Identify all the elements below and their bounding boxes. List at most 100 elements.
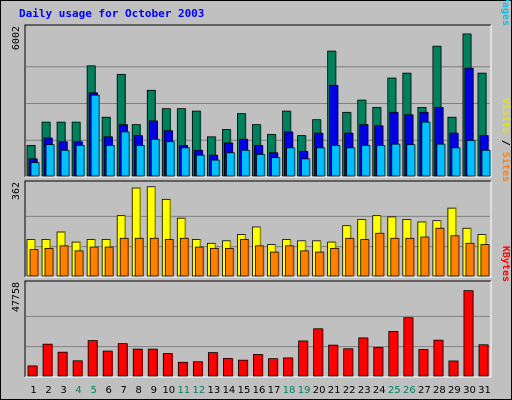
series-label-separator: / (500, 134, 511, 152)
sites-bar (300, 250, 310, 277)
day-label: 2 (45, 385, 51, 396)
kbytes-bar-body (433, 339, 444, 377)
sites-bar-body (225, 247, 234, 277)
kbytes-bar (42, 343, 53, 377)
pages-bar (150, 138, 161, 177)
panel-hits-files-pages-border-dark (24, 24, 491, 177)
pages-bar-body (45, 144, 55, 177)
panel-visits-sites-border-dark (24, 180, 491, 277)
day-label: 18 (283, 385, 296, 396)
kbytes-bar-body (207, 352, 218, 377)
sites-bar (465, 242, 475, 277)
pages-bar (256, 154, 266, 177)
sites-bar-body (390, 237, 400, 277)
sites-bar (450, 235, 460, 277)
sites-bar (194, 246, 205, 277)
sites-bar (270, 251, 280, 277)
sites-bar-body (345, 237, 355, 277)
series-label: KBytes (500, 246, 511, 282)
pages-bar (180, 147, 191, 177)
kbytes-bar-body (403, 317, 414, 377)
sites-bar-body (420, 236, 430, 277)
kbytes-bar (72, 360, 83, 377)
day-label: 5 (90, 385, 96, 396)
series-label-sites: Sites (500, 152, 512, 182)
sites-bar (420, 236, 430, 277)
kbytes-bar-body (102, 350, 113, 377)
day-label: 17 (268, 385, 281, 396)
day-label: 8 (136, 385, 142, 396)
pages-bar (105, 144, 115, 177)
sites-bar-body (149, 237, 159, 277)
panel-hits-files-pages-border-light (25, 25, 492, 178)
pages-bar-body (391, 143, 401, 177)
kbytes-bar (283, 357, 294, 377)
kbytes-bar-body (418, 349, 429, 377)
pages-bar (241, 149, 251, 177)
pages-bar-body (180, 147, 190, 177)
sites-bar-body (134, 237, 144, 277)
pages-bar-body (301, 158, 310, 177)
day-label: 21 (328, 385, 341, 396)
kbytes-bar-body (298, 340, 308, 377)
kbytes-bar-body (42, 343, 53, 377)
day-label: 31 (478, 385, 491, 396)
pages-bar-body (376, 144, 386, 177)
sites-bar (149, 237, 160, 277)
pages-bar-body (346, 147, 356, 177)
pages-bar-body (451, 147, 461, 177)
kbytes-bar (238, 359, 249, 377)
sites-bar (330, 247, 340, 277)
day-label: 26 (403, 385, 416, 396)
sites-bar-body (59, 245, 69, 277)
sites-bar (119, 237, 129, 277)
pages-bar (75, 144, 85, 177)
sites-bar (29, 249, 39, 277)
series-label-kbytes: KBytes (500, 246, 511, 282)
pages-bar (226, 152, 236, 177)
pages-bar-body (481, 149, 491, 177)
day-label: 23 (358, 385, 371, 396)
kbytes-bar-body (147, 348, 158, 377)
day-label: 1 (30, 385, 36, 396)
kbytes-bar (463, 290, 474, 377)
sites-bar-body (255, 245, 264, 277)
pages-bar (45, 144, 55, 177)
pages-bar-body (150, 138, 160, 177)
kbytes-bar-body (283, 357, 293, 377)
day-label: 14 (223, 385, 236, 396)
kbytes-bar-body (388, 331, 399, 377)
pages-bar-body (406, 144, 416, 177)
kbytes-bar (27, 365, 38, 377)
sites-bar-body (315, 251, 325, 277)
pages-bar (436, 143, 446, 177)
day-label: 13 (208, 385, 221, 396)
kbytes-bar (313, 328, 324, 377)
day-label: 3 (60, 385, 66, 396)
kbytes-bar-body (253, 354, 263, 377)
day-label: 22 (343, 385, 356, 396)
pages-bar (30, 162, 40, 177)
kbytes-bar (343, 348, 354, 377)
sites-bar (255, 245, 265, 277)
kbytes-bar-body (192, 361, 203, 377)
kbytes-bar (433, 339, 444, 377)
kbytes-bar (57, 351, 68, 377)
kbytes-bar-body (57, 351, 68, 377)
pages-bar-body (361, 144, 371, 177)
kbytes-bar (388, 331, 399, 377)
pages-bar-body (256, 154, 265, 177)
kbytes-bar (147, 348, 159, 377)
max-label: 6002 (11, 26, 22, 50)
kbytes-bar (268, 358, 279, 377)
kbytes-bar (253, 354, 264, 377)
sites-bar-body (465, 242, 475, 277)
day-label: 7 (121, 385, 127, 396)
kbytes-bar-body (223, 358, 233, 377)
kbytes-bar (373, 347, 384, 377)
sites-bar (134, 237, 144, 277)
kbytes-bar-body (87, 340, 98, 377)
sites-bar (209, 247, 220, 277)
kbytes-bar (132, 348, 143, 377)
